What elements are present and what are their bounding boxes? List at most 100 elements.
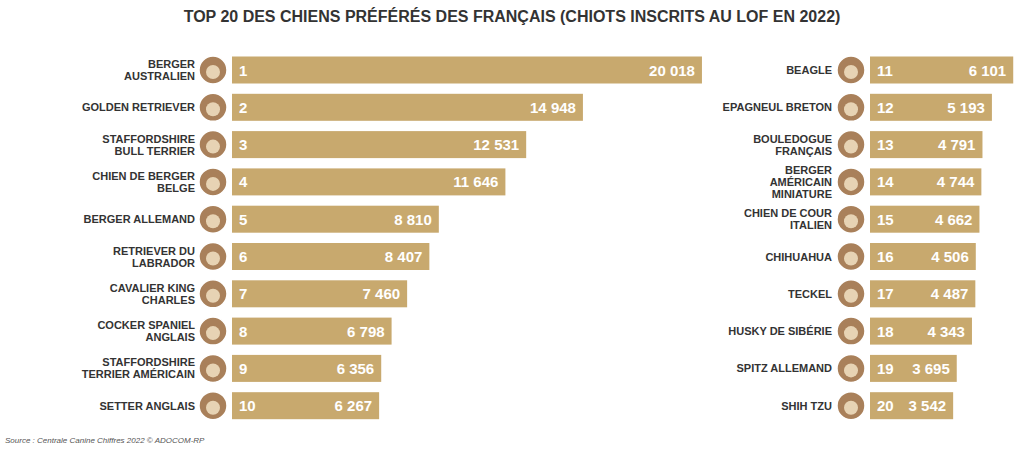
- bar: [232, 131, 526, 158]
- value-label: 4 791: [938, 136, 976, 153]
- value-label: 7 460: [363, 285, 401, 302]
- breed-icon-face: [844, 289, 858, 303]
- breed-icon: [199, 317, 227, 345]
- breed-icon: [837, 392, 865, 420]
- bar: [870, 280, 975, 307]
- value-label: 6 101: [969, 62, 1007, 79]
- breed-icon-face: [206, 177, 220, 191]
- bar: [870, 355, 957, 382]
- bar: [870, 94, 992, 121]
- rank-label: 6: [239, 248, 247, 265]
- bar: [870, 168, 981, 195]
- bar: [232, 168, 505, 195]
- breed-icon-face: [844, 252, 858, 266]
- breed-icon-face: [844, 177, 858, 191]
- breed-icon-face: [206, 140, 220, 154]
- category-label: CHIEN DE COURITALIEN: [744, 207, 832, 231]
- category-label: SHIH TZU: [781, 400, 832, 412]
- breed-icon-face: [206, 326, 220, 340]
- category-label: COCKER SPANIELANGLAIS: [97, 319, 195, 343]
- rank-label: 19: [877, 360, 894, 377]
- rank-label: 3: [239, 136, 247, 153]
- value-label: 4 506: [931, 248, 969, 265]
- breed-icon: [837, 56, 865, 84]
- breed-icon-face: [206, 363, 220, 377]
- category-label: SETTER ANGLAIS: [99, 400, 195, 412]
- rank-label: 5: [239, 211, 247, 228]
- category-label: BOULEDOGUEFRANÇAIS: [753, 133, 832, 157]
- bar: [232, 206, 439, 233]
- value-label: 4 487: [931, 285, 969, 302]
- category-label: STAFFORDSHIRETERRIER AMÉRICAIN: [82, 356, 195, 380]
- bar: [870, 131, 982, 158]
- rank-label: 7: [239, 285, 247, 302]
- value-label: 12 531: [473, 136, 519, 153]
- category-label: BEAGLE: [786, 64, 832, 76]
- breed-icon-face: [206, 252, 220, 266]
- breed-icon: [837, 205, 865, 233]
- background: [0, 0, 1024, 451]
- bar: [870, 318, 972, 345]
- category-label: STAFFORDSHIREBULL TERRIER: [102, 133, 195, 157]
- chart: TOP 20 DES CHIENS PRÉFÉRÉS DES FRANÇAIS …: [0, 0, 1024, 451]
- breed-icon: [199, 205, 227, 233]
- category-label: BERGER ALLEMAND: [84, 213, 195, 225]
- breed-icon-face: [206, 214, 220, 228]
- category-label: BERGERAUSTRALIEN: [124, 58, 195, 82]
- breed-icon: [837, 280, 865, 308]
- breed-icon-face: [206, 289, 220, 303]
- breed-icon-face: [844, 326, 858, 340]
- value-label: 6 356: [337, 360, 375, 377]
- rank-label: 9: [239, 360, 247, 377]
- rank-label: 12: [877, 99, 894, 116]
- breed-icon: [199, 392, 227, 420]
- rank-label: 17: [877, 285, 894, 302]
- breed-icon-face: [844, 65, 858, 79]
- category-label: TECKEL: [788, 288, 832, 300]
- bars-panel: [232, 57, 702, 420]
- breed-icon: [837, 243, 865, 271]
- bar: [232, 243, 429, 270]
- value-label: 4 343: [927, 323, 965, 340]
- category-label: GOLDEN RETRIEVER: [82, 101, 195, 113]
- breed-icon: [199, 280, 227, 308]
- breed-icon: [837, 168, 865, 196]
- bar: [232, 57, 702, 84]
- labels-panel: BEAGLE116 101EPAGNEUL BRETON125 193BOULE…: [723, 56, 1007, 420]
- breed-icon-face: [844, 102, 858, 116]
- value-label: 14 948: [530, 99, 576, 116]
- breed-icon: [199, 93, 227, 121]
- breed-icon: [199, 56, 227, 84]
- category-label: RETRIEVER DULABRADOR: [113, 245, 195, 269]
- title: TOP 20 DES CHIENS PRÉFÉRÉS DES FRANÇAIS …: [184, 7, 841, 25]
- bar: [232, 318, 392, 345]
- category-label: CHIEN DE BERGERBELGE: [92, 170, 195, 194]
- category-label: BERGERAMÉRICAINMINIATURE: [770, 164, 832, 200]
- rank-label: 1: [239, 62, 247, 79]
- rank-label: 10: [239, 397, 256, 414]
- value-label: 4 744: [937, 173, 975, 190]
- value-label: 11 646: [453, 173, 498, 190]
- breed-icon-face: [844, 401, 858, 415]
- category-label: CAVALIER KINGCHARLES: [110, 282, 195, 306]
- bar: [870, 57, 1013, 84]
- breed-icon: [837, 317, 865, 345]
- breed-icon: [837, 354, 865, 382]
- bar: [870, 243, 976, 270]
- bar: [232, 280, 407, 307]
- rank-label: 14: [877, 173, 894, 190]
- category-label: SPITZ ALLEMAND: [736, 362, 832, 374]
- breed-icon: [199, 354, 227, 382]
- rank-label: 2: [239, 99, 247, 116]
- rank-label: 20: [877, 397, 894, 414]
- breed-icon-face: [206, 401, 220, 415]
- breed-icon-face: [844, 140, 858, 154]
- value-label: 8 810: [394, 211, 432, 228]
- bar: [232, 355, 381, 382]
- bar: [232, 94, 583, 121]
- value-label: 3 695: [912, 360, 950, 377]
- rank-label: 15: [877, 211, 894, 228]
- rank-label: 13: [877, 136, 894, 153]
- rank-label: 8: [239, 323, 247, 340]
- category-label: CHIHUAHUA: [765, 251, 832, 263]
